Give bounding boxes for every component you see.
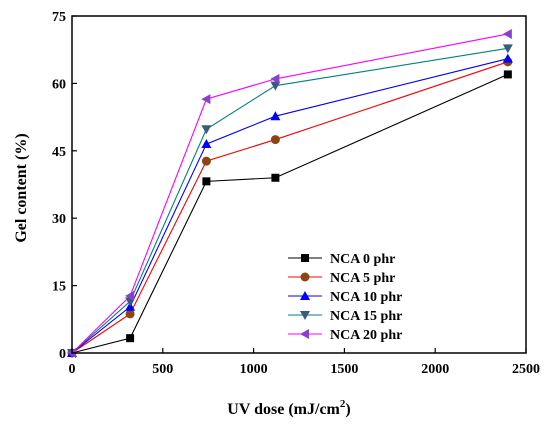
data-point-4-1: [125, 290, 135, 301]
x-tick-label: 500: [152, 362, 173, 377]
x-tick-label: 2000: [421, 362, 449, 377]
x-tick-label: 1500: [330, 362, 358, 377]
x-tick-label: 0: [69, 362, 76, 377]
series-line-3: [71, 47, 508, 354]
series-line-2: [71, 58, 508, 354]
series-line-4: [71, 33, 508, 354]
legend-label-0: NCA 0 phr: [330, 252, 395, 267]
data-point-1-1: [125, 309, 135, 319]
legend-label-2: NCA 10 phr: [330, 290, 402, 305]
x-tick-label: 1000: [240, 362, 268, 377]
legend-marker-4: [300, 329, 309, 339]
data-point-3-4: [502, 44, 513, 54]
data-point-2-2: [201, 139, 212, 149]
legend-label-1: NCA 5 phr: [330, 271, 395, 286]
y-tick-label: 30: [52, 212, 66, 227]
data-point-4-3: [270, 73, 280, 84]
data-point-2-3: [270, 111, 281, 121]
series-line-0: [71, 73, 509, 354]
y-tick-label: 45: [52, 145, 66, 160]
series-lines: [71, 33, 509, 354]
legend-marker-2: [300, 291, 310, 300]
data-point-2-4: [502, 53, 513, 63]
legend-label-4: NCA 20 phr: [330, 328, 402, 343]
x-tick-label: 2500: [512, 362, 540, 377]
data-point-0-3: [271, 173, 280, 182]
y-tick-label: 75: [52, 10, 66, 25]
y-tick-label: 0: [59, 347, 66, 362]
data-point-3-3: [270, 81, 281, 91]
legend-marker-3: [300, 311, 310, 320]
data-point-0-4: [503, 70, 512, 79]
series-line-1: [71, 61, 509, 354]
legend-marker-1: [300, 272, 310, 282]
legend: NCA 0 phr NCA 5 phr NCA 10 phr NCA 15 phr NC…: [288, 252, 402, 343]
y-axis-label: Gel content (%): [13, 133, 30, 242]
y-axis-ticks: 0 15 30 45 60 75: [52, 10, 77, 362]
data-point-1-2: [201, 156, 211, 166]
x-axis-ticks: 0 500 1000 1500 2000 2500: [69, 348, 540, 377]
x-axis-label: UV dose (mJ/cm2): [227, 398, 350, 418]
y-tick-label: 15: [52, 280, 66, 295]
data-point-0-2: [202, 177, 211, 186]
y-tick-label: 60: [52, 77, 66, 92]
data-point-0-1: [126, 334, 135, 343]
legend-label-3: NCA 15 phr: [330, 309, 402, 324]
data-point-1-3: [270, 135, 280, 145]
series-markers: [67, 28, 513, 358]
data-point-4-4: [502, 28, 512, 39]
data-point-4-2: [201, 94, 211, 105]
plot-frame: [71, 15, 527, 354]
plot-area: [67, 28, 513, 358]
data-point-3-2: [201, 125, 212, 135]
legend-marker-0: [301, 254, 309, 262]
